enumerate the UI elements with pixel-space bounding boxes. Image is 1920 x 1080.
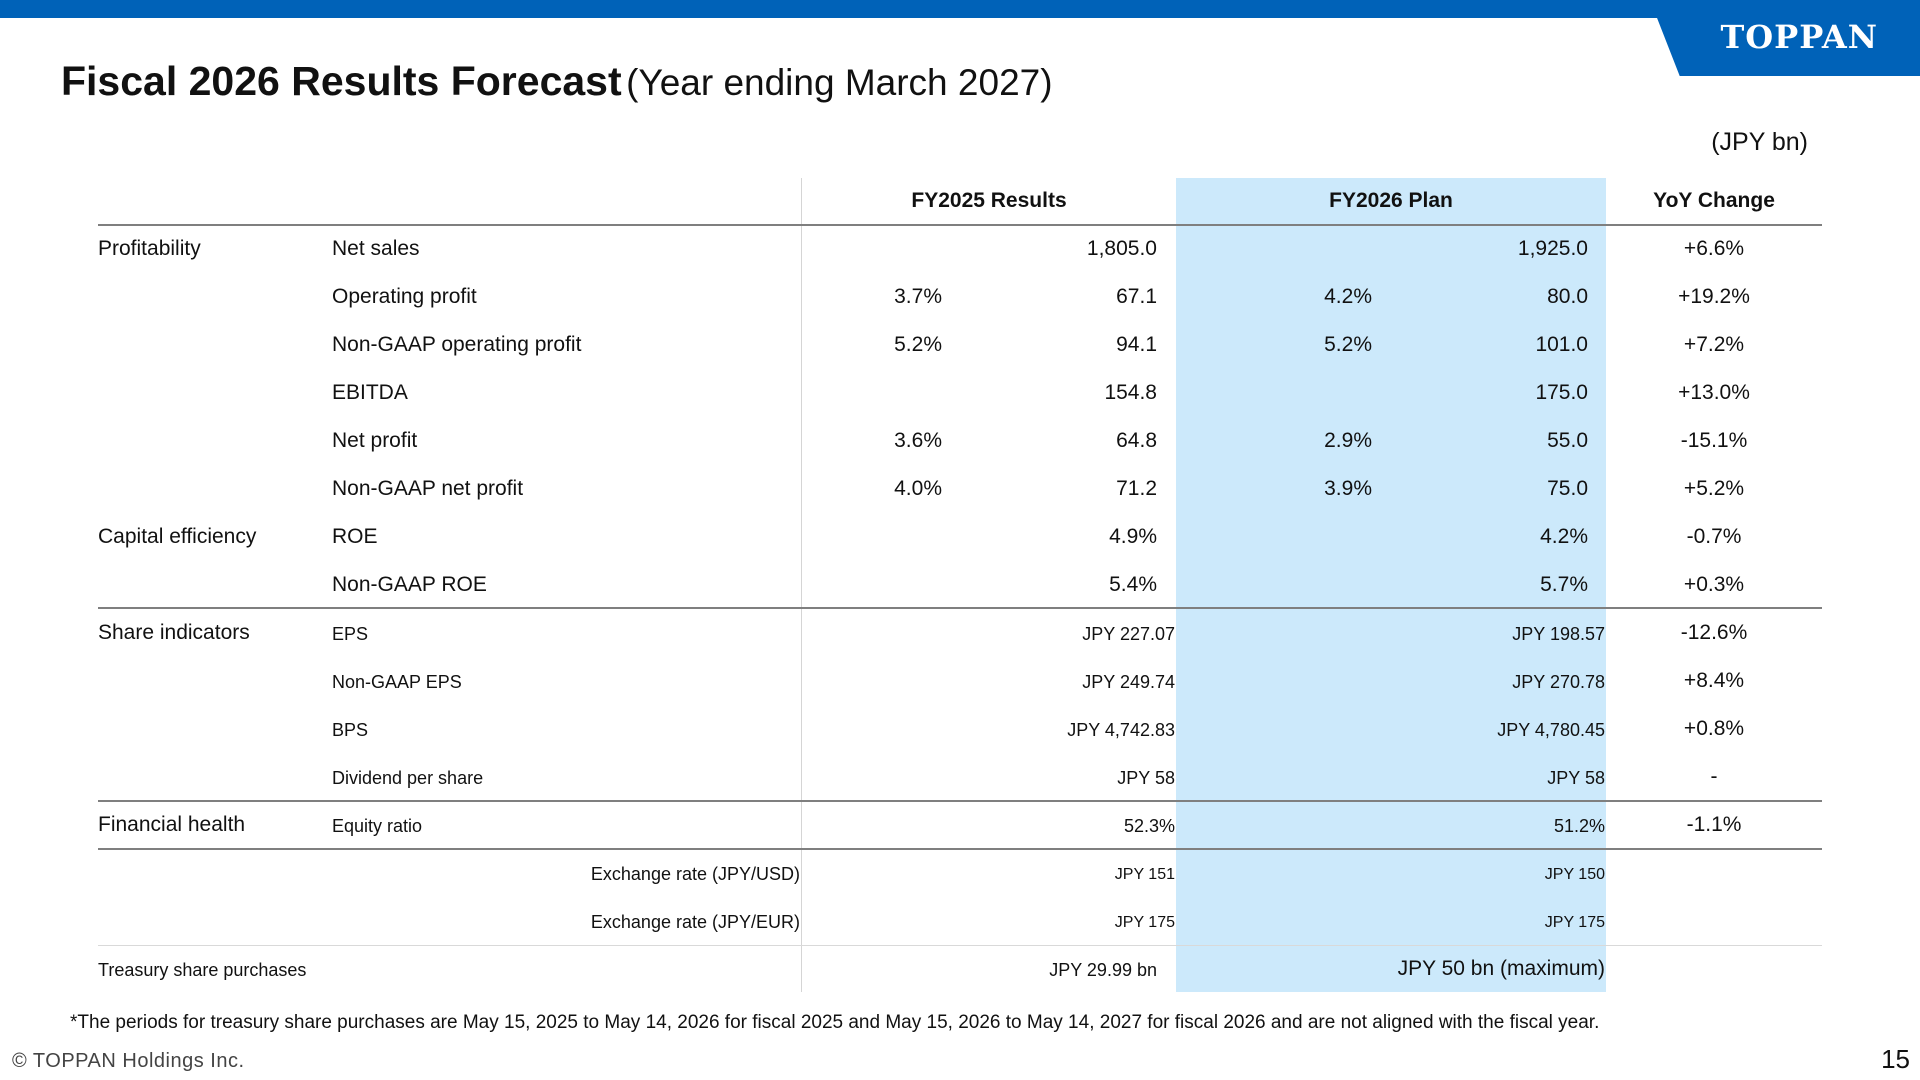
- section-rule-treasury: [98, 945, 1822, 946]
- treasury-fy26: JPY 50 bn (maximum): [1397, 957, 1605, 980]
- yoy-value: -12.6%: [1680, 621, 1748, 644]
- fy25-value: 67.1: [1116, 285, 1157, 308]
- row-label: Net profit: [332, 429, 418, 452]
- column-separator: [801, 178, 802, 992]
- fy26-value: 75.0: [1547, 477, 1588, 500]
- yoy-value: -1.1%: [1686, 813, 1742, 836]
- row-label: Operating profit: [332, 285, 477, 308]
- yoy-value: +7.2%: [1683, 333, 1745, 356]
- fy25-margin: 5.2%: [894, 333, 942, 356]
- treasury-label: Treasury share purchases: [98, 960, 307, 980]
- fy25-value: 94.1: [1116, 333, 1157, 356]
- row-label: EPS: [332, 624, 369, 644]
- page-number: 15: [1881, 1044, 1910, 1074]
- section-rule-exchange: [98, 848, 1822, 850]
- fy25-value: 1,805.0: [1086, 237, 1157, 260]
- fy25-value: 52.3%: [1123, 816, 1175, 836]
- title-sub: (Year ending March 2027): [626, 62, 1053, 103]
- fy26-margin: 4.2%: [1324, 285, 1372, 308]
- footnote: *The periods for treasury share purchase…: [70, 1012, 1600, 1033]
- fy25-value: JPY 4,742.83: [1067, 720, 1175, 740]
- fy26-value: 55.0: [1547, 429, 1588, 452]
- group-profitability: Profitability: [98, 237, 201, 260]
- exchange-eur-label: Exchange rate (JPY/EUR): [590, 912, 800, 932]
- row-label: Dividend per share: [332, 768, 484, 788]
- fy25-margin: 3.7%: [894, 285, 942, 308]
- yoy-value: +8.4%: [1683, 669, 1745, 692]
- fy26-value: 4.2%: [1540, 525, 1588, 548]
- fy26-margin: 5.2%: [1324, 333, 1372, 356]
- section-rule-financial: [98, 800, 1822, 802]
- unit-label: (JPY bn): [1711, 128, 1808, 156]
- fy25-value: 5.4%: [1109, 573, 1157, 596]
- yoy-value: +19.2%: [1678, 285, 1750, 308]
- fy26-value: 1,925.0: [1517, 237, 1588, 260]
- toppan-logo: TOPPAN: [1720, 18, 1878, 56]
- logo-tab: TOPPAN: [1650, 0, 1920, 76]
- row-label: Net sales: [332, 237, 420, 260]
- fy26-value: 5.7%: [1540, 573, 1588, 596]
- row-label: Non-GAAP operating profit: [332, 333, 582, 356]
- fy25-value: 64.8: [1116, 429, 1157, 452]
- yoy-value: +5.2%: [1683, 477, 1745, 500]
- fy26-value: JPY 4,780.45: [1497, 720, 1605, 740]
- exchange-usd-label: Exchange rate (JPY/USD): [590, 864, 800, 884]
- fy26-value: 80.0: [1547, 285, 1588, 308]
- fy26-value: JPY 58: [1547, 768, 1605, 788]
- group-share-indicators: Share indicators: [98, 621, 250, 644]
- fy2026-plan-highlight: [1176, 178, 1606, 992]
- row-label: Equity ratio: [332, 816, 423, 836]
- fy25-margin: 3.6%: [894, 429, 942, 452]
- group-capital-efficiency: Capital efficiency: [98, 525, 257, 548]
- yoy-value: +0.3%: [1683, 573, 1745, 596]
- exchange-usd-fy26: JPY 150: [1544, 866, 1605, 883]
- fy26-value: JPY 270.78: [1512, 672, 1605, 692]
- row-label: Non-GAAP EPS: [332, 672, 462, 692]
- row-label: BPS: [332, 720, 369, 740]
- page-title: Fiscal 2026 Results Forecast (Year endin…: [61, 58, 1053, 105]
- row-label: EBITDA: [332, 381, 408, 404]
- header-yoy: YoY Change: [1653, 189, 1775, 212]
- fy25-value: 4.9%: [1109, 525, 1157, 548]
- yoy-value: +13.0%: [1678, 381, 1750, 404]
- fy25-value: JPY 249.74: [1082, 672, 1175, 692]
- row-label: Non-GAAP net profit: [332, 477, 524, 500]
- fy26-value: 101.0: [1535, 333, 1588, 356]
- yoy-value: -15.1%: [1680, 429, 1748, 452]
- yoy-value: +0.8%: [1683, 717, 1745, 740]
- section-rule-share: [98, 607, 1822, 609]
- fy25-margin: 4.0%: [894, 477, 942, 500]
- row-label: ROE: [332, 525, 378, 548]
- fy26-margin: 3.9%: [1324, 477, 1372, 500]
- group-financial-health: Financial health: [98, 813, 246, 836]
- copyright: © TOPPAN Holdings Inc.: [12, 1050, 245, 1072]
- header-fy2026: FY2026 Plan: [1329, 189, 1453, 212]
- fy25-value: JPY 227.07: [1082, 624, 1175, 644]
- exchange-eur-fy25: JPY 175: [1114, 914, 1175, 931]
- header-rule: [98, 224, 1822, 226]
- fy26-value: JPY 198.57: [1512, 624, 1605, 644]
- title-main: Fiscal 2026 Results Forecast: [61, 58, 622, 104]
- top-brand-bar: [0, 0, 1920, 18]
- exchange-eur-fy26: JPY 175: [1544, 914, 1605, 931]
- treasury-fy25: JPY 29.99 bn: [1049, 960, 1157, 980]
- fy25-value: 71.2: [1116, 477, 1157, 500]
- header-fy2025: FY2025 Results: [911, 189, 1067, 212]
- yoy-value: -0.7%: [1686, 525, 1742, 548]
- yoy-value: -: [1710, 765, 1718, 788]
- fy26-value: 51.2%: [1553, 816, 1605, 836]
- fy26-value: 175.0: [1535, 381, 1588, 404]
- exchange-usd-fy25: JPY 151: [1114, 866, 1175, 883]
- fy25-value: 154.8: [1104, 381, 1157, 404]
- yoy-value: +6.6%: [1683, 237, 1745, 260]
- fy26-margin: 2.9%: [1324, 429, 1372, 452]
- row-label: Non-GAAP ROE: [332, 573, 487, 596]
- fy25-value: JPY 58: [1117, 768, 1175, 788]
